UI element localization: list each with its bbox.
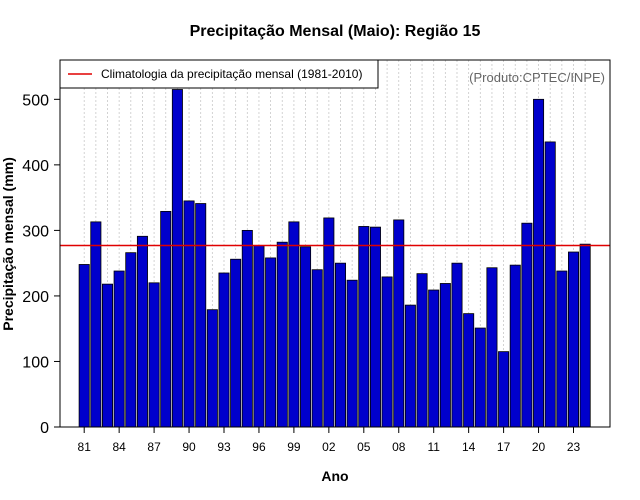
bars: 1981: 2481982: 3131983: 2181984: 2381985…: [78, 89, 591, 428]
x-tick-label: 05: [357, 440, 371, 454]
legend: Climatologia da precipitação mensal (198…: [59, 59, 379, 89]
bar: 2001: 240: [311, 269, 323, 428]
bar: 2017: 115: [498, 351, 510, 428]
bar: 2009: 186: [404, 304, 416, 428]
x-tick-label: 08: [392, 440, 406, 454]
bar: 2004: 224: [346, 279, 358, 428]
bar: 1997: 258: [265, 257, 277, 428]
credit-label: (Produto:CPTEC/INPE): [469, 70, 605, 85]
x-tick-label: 02: [322, 440, 336, 454]
bar: 1991: 341: [195, 203, 207, 428]
bar: 1995: 300: [241, 229, 253, 428]
bar: 2016: 243: [486, 267, 498, 428]
x-tick-label: 84: [112, 440, 126, 454]
x-tick-label: 14: [462, 440, 476, 454]
bar: 2020: 500: [533, 98, 545, 428]
x-tick-label: 87: [147, 440, 161, 454]
bar: 2022: 238: [556, 270, 568, 428]
bar: 1985: 266: [125, 252, 137, 428]
x-tick-label: 17: [497, 440, 511, 454]
y-axis: 0 100 200 300 400 500: [22, 92, 60, 437]
bar: 2007: 229: [381, 276, 393, 428]
bar: 1987: 220: [148, 282, 160, 428]
bar: 1992: 179: [206, 309, 218, 428]
bar: 1983: 218: [102, 283, 114, 428]
legend-box: [59, 59, 379, 89]
bar: 1996: 277: [253, 245, 265, 428]
bar: 2021: 435: [544, 141, 556, 428]
x-axis: 81 84 87 90 93 96 99 02 05 08 11 14 17 20 23: [78, 427, 581, 454]
bar: 1988: 329: [160, 210, 172, 428]
y-axis-label: Precipitação mensal (mm): [0, 157, 16, 331]
bar: 1986: 291: [136, 235, 148, 428]
bar: 2024: 279: [579, 243, 591, 428]
bar: 1994: 256: [230, 258, 242, 428]
bar: 2002: 319: [323, 217, 335, 428]
x-tick-label: 90: [182, 440, 196, 454]
bar: 2010: 234: [416, 273, 428, 428]
bar: 1989: 515: [171, 89, 183, 428]
x-tick-label: 81: [78, 440, 92, 454]
bar: 2011: 209: [428, 289, 440, 428]
bar: 2019: 311: [521, 222, 533, 428]
bar: 1998: 282: [276, 241, 288, 428]
x-tick-label: 11: [427, 440, 440, 454]
bar: 1993: 235: [218, 272, 230, 428]
y-tick-label: 0: [40, 420, 49, 437]
bar: 2005: 306: [358, 226, 370, 428]
y-tick-label: 200: [22, 289, 49, 306]
chart-title: Precipitação Mensal (Maio): Região 15: [190, 23, 481, 40]
x-tick-label: 20: [532, 440, 546, 454]
x-tick-label: 93: [217, 440, 231, 454]
x-tick-label: 99: [287, 440, 301, 454]
bar: 1982: 313: [90, 221, 102, 428]
bar: 1981: 248: [78, 264, 90, 428]
bar: 2018: 247: [509, 264, 521, 428]
y-tick-label: 300: [22, 223, 49, 240]
y-tick-label: 100: [22, 354, 49, 371]
bar: 2015: 151: [474, 327, 486, 428]
bar: 2012: 219: [439, 283, 451, 428]
y-tick-label: 500: [22, 92, 49, 109]
bar: 1990: 345: [183, 200, 195, 428]
bar: 2014: 173: [463, 313, 475, 428]
y-tick-label: 400: [22, 158, 49, 175]
bar: 2013: 250: [451, 262, 463, 428]
bar: 1984: 238: [113, 270, 125, 428]
bar: 2000: 275: [300, 246, 312, 428]
bar: 1999: 313: [288, 221, 300, 428]
bar: 2006: 305: [369, 226, 381, 428]
legend-label: Climatologia da precipitação mensal (198…: [101, 67, 362, 81]
x-tick-label: 23: [567, 440, 581, 454]
x-axis-label: Ano: [321, 468, 348, 484]
bar: 2008: 316: [393, 219, 405, 428]
x-tick-label: 96: [252, 440, 266, 454]
